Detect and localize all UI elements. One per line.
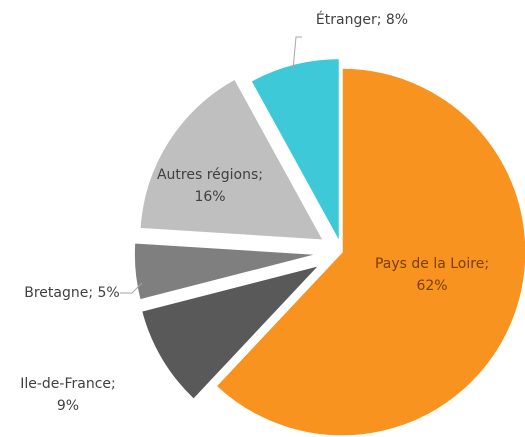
data-label: Bretagne; 5%	[24, 285, 119, 301]
data-label: Autres régions;	[157, 167, 263, 183]
leader-line	[120, 282, 143, 294]
data-label: Étranger; 8%	[316, 11, 408, 28]
leader-line	[292, 36, 302, 71]
pie-slice	[138, 77, 325, 242]
data-label: 9%	[57, 398, 79, 414]
pie-slice	[214, 67, 525, 437]
data-label: Pays de la Loire;	[375, 256, 489, 272]
pie-slice	[140, 263, 322, 401]
pie-slice	[133, 241, 319, 301]
data-label: Ile-de-France;	[20, 376, 116, 392]
data-label: 62%	[416, 278, 447, 294]
data-label: 16%	[194, 189, 225, 205]
